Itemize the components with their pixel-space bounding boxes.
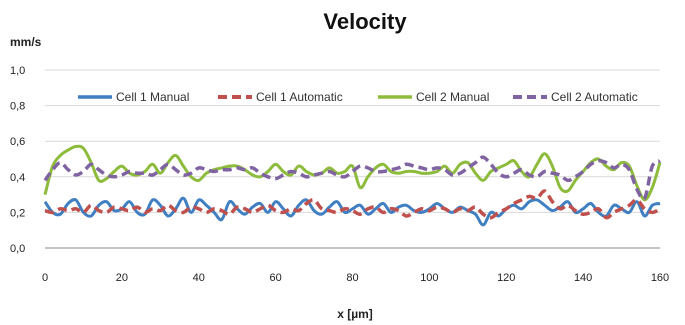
x-tick-label: 120	[497, 272, 515, 284]
y-tick-label: 0,8	[10, 101, 25, 113]
y-tick-label: 0,6	[10, 136, 25, 148]
x-tick-labels: 0 20 40 60 80 100 120 140 160	[42, 272, 669, 284]
series-lines	[45, 146, 660, 225]
series-line-1	[45, 198, 660, 225]
y-tick-label: 0,2	[10, 207, 25, 219]
x-tick-label: 60	[270, 272, 282, 284]
legend-label: Cell 1 Manual	[116, 90, 189, 104]
x-tick-label: 80	[346, 272, 358, 284]
y-tick-label: 0,4	[10, 172, 25, 184]
legend-label: Cell 2 Automatic	[551, 90, 638, 104]
x-tick-label: 20	[116, 272, 128, 284]
legend-label: Cell 1 Automatic	[256, 90, 343, 104]
y-tick-label: 0,0	[10, 243, 25, 255]
y-tick-label: 1,0	[10, 65, 25, 77]
x-tick-label: 40	[193, 272, 205, 284]
x-axis-label: x [µm]	[337, 307, 373, 321]
y-axis-label: mm/s	[10, 35, 42, 49]
x-tick-label: 140	[574, 272, 592, 284]
x-tick-label: 0	[42, 272, 48, 284]
x-tick-label: 160	[651, 272, 669, 284]
x-tick-label: 100	[420, 272, 438, 284]
y-tick-labels: 0,0 0,2 0,4 0,6 0,8 1,0	[10, 65, 25, 255]
chart-title: Velocity	[323, 9, 407, 34]
legend: Cell 1 Manual Cell 1 Automatic Cell 2 Manu…	[78, 90, 638, 104]
legend-label: Cell 2 Manual	[416, 90, 489, 104]
series-line-4	[45, 157, 660, 199]
